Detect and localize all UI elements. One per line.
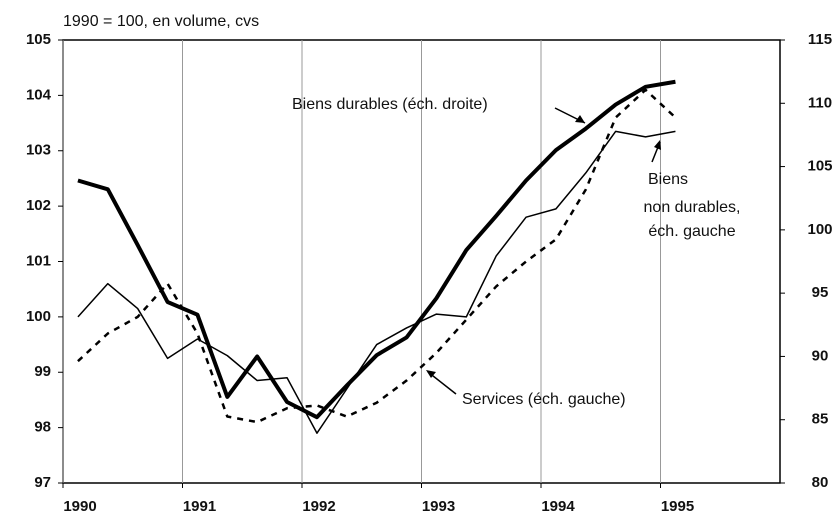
x-tick-label: 1990 <box>63 498 96 515</box>
x-tick-label: 1992 <box>302 498 335 515</box>
arrow-head <box>654 140 661 150</box>
y2-tick-label: 90 <box>812 347 829 364</box>
y-tick-label: 103 <box>26 142 51 159</box>
x-tick-label: 1993 <box>422 498 455 515</box>
arrow-head <box>426 370 436 378</box>
x-tick-label: 1991 <box>183 498 216 515</box>
x-tick-label: 1995 <box>661 498 694 515</box>
y2-tick-label: 115 <box>808 31 832 48</box>
y-tick-label: 99 <box>34 363 51 380</box>
y-tick-label: 102 <box>26 197 51 214</box>
x-tick-label: 1994 <box>541 498 575 515</box>
y2-tick-label: 110 <box>808 94 832 111</box>
y-tick-label: 105 <box>26 31 51 48</box>
annotations: Biens durables (éch. droite) Biens non d… <box>292 96 740 408</box>
y-tick-label: 104 <box>26 86 52 103</box>
y-tick-label: 97 <box>34 474 51 491</box>
y2-tick-label: 105 <box>807 158 832 175</box>
y2-tick-label: 80 <box>812 474 829 491</box>
annotation: Biens <box>648 171 688 188</box>
series-line <box>77 130 676 434</box>
y2-tick-label: 95 <box>812 284 829 301</box>
annotation: non durables, <box>644 199 741 216</box>
y2-tick-label: 100 <box>807 221 832 238</box>
series-line <box>77 79 676 420</box>
arrow-head <box>575 115 585 123</box>
y-tick-label: 98 <box>34 419 51 436</box>
y-tick-label: 100 <box>26 308 51 325</box>
chart-subtitle: 1990 = 100, en volume, cvs <box>63 13 259 30</box>
annotation: Services (éch. gauche) <box>462 391 626 408</box>
series-line <box>77 88 677 424</box>
y-tick-label: 101 <box>26 252 51 269</box>
annotation: éch. gauche <box>648 223 735 240</box>
y2-tick-label: 85 <box>812 411 829 428</box>
annotation: Biens durables (éch. droite) <box>292 96 488 113</box>
